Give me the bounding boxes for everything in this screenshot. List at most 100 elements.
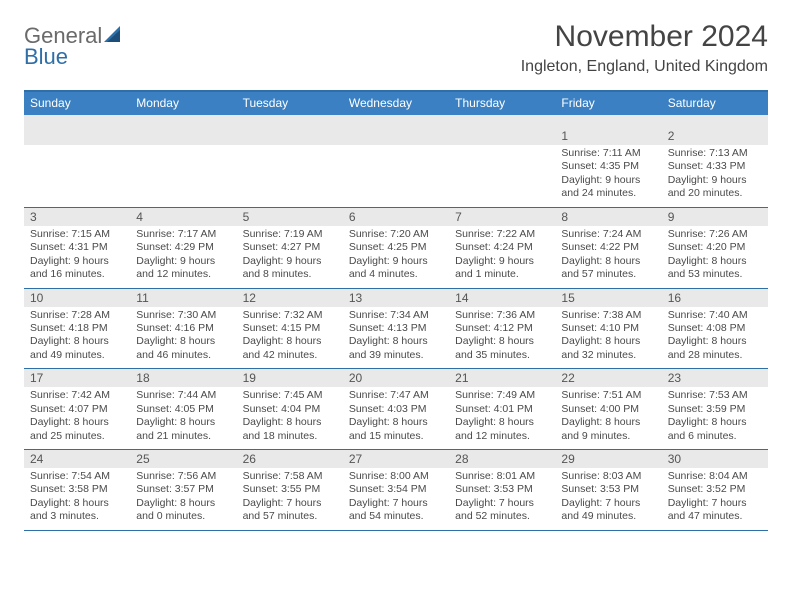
d2-line: and 16 minutes. [30,268,124,281]
sunrise-line: Sunrise: 7:56 AM [136,470,230,483]
sunset-line: Sunset: 4:16 PM [136,322,230,335]
sunrise-line: Sunrise: 7:47 AM [349,389,443,402]
d1-line: Daylight: 8 hours [668,335,762,348]
d2-line: and 57 minutes. [243,510,337,523]
day-number-row: 12 [24,127,768,145]
d1-line: Daylight: 8 hours [136,416,230,429]
d1-line: Daylight: 8 hours [136,497,230,510]
sunrise-line: Sunrise: 7:34 AM [349,309,443,322]
sunset-line: Sunset: 4:04 PM [243,403,337,416]
d2-line: and 54 minutes. [349,510,443,523]
sunset-line: Sunset: 3:54 PM [349,483,443,496]
day-number [343,127,449,145]
day-cell: Sunrise: 7:54 AMSunset: 3:58 PMDaylight:… [24,468,130,530]
day-cell [237,145,343,207]
d1-line: Daylight: 9 hours [349,255,443,268]
sunset-line: Sunset: 4:01 PM [455,403,549,416]
day-cell [24,145,130,207]
d1-line: Daylight: 7 hours [668,497,762,510]
sunset-line: Sunset: 3:57 PM [136,483,230,496]
d1-line: Daylight: 8 hours [561,335,655,348]
sunrise-line: Sunrise: 7:45 AM [243,389,337,402]
day-cell [130,145,236,207]
day-number-row: 3456789 [24,208,768,226]
day-cell: Sunrise: 7:34 AMSunset: 4:13 PMDaylight:… [343,307,449,369]
d1-line: Daylight: 8 hours [455,335,549,348]
sunrise-line: Sunrise: 7:51 AM [561,389,655,402]
sunrise-line: Sunrise: 7:20 AM [349,228,443,241]
sunrise-line: Sunrise: 7:38 AM [561,309,655,322]
day-cell: Sunrise: 7:42 AMSunset: 4:07 PMDaylight:… [24,387,130,449]
day-cell: Sunrise: 7:24 AMSunset: 4:22 PMDaylight:… [555,226,661,288]
d1-line: Daylight: 8 hours [668,255,762,268]
logo-word-2: Blue [24,44,68,69]
d2-line: and 52 minutes. [455,510,549,523]
sunset-line: Sunset: 4:35 PM [561,160,655,173]
day-number: 5 [237,208,343,226]
sunset-line: Sunset: 4:29 PM [136,241,230,254]
month-title: November 2024 [521,20,768,54]
d1-line: Daylight: 8 hours [561,255,655,268]
sunrise-line: Sunrise: 8:00 AM [349,470,443,483]
d1-line: Daylight: 7 hours [561,497,655,510]
weekday-header: Sunday Monday Tuesday Wednesday Thursday… [24,92,768,115]
day-number: 2 [662,127,768,145]
sunset-line: Sunset: 4:08 PM [668,322,762,335]
blank-strip [24,115,768,127]
d1-line: Daylight: 9 hours [455,255,549,268]
sunset-line: Sunset: 4:31 PM [30,241,124,254]
d2-line: and 49 minutes. [561,510,655,523]
d1-line: Daylight: 7 hours [243,497,337,510]
day-number: 1 [555,127,661,145]
day-number [130,127,236,145]
day-cell: Sunrise: 7:13 AMSunset: 4:33 PMDaylight:… [662,145,768,207]
sunrise-line: Sunrise: 7:42 AM [30,389,124,402]
d1-line: Daylight: 9 hours [668,174,762,187]
day-cell: Sunrise: 8:00 AMSunset: 3:54 PMDaylight:… [343,468,449,530]
day-number: 8 [555,208,661,226]
sunset-line: Sunset: 4:07 PM [30,403,124,416]
d2-line: and 53 minutes. [668,268,762,281]
brand-logo: General Blue [24,20,126,67]
sunset-line: Sunset: 4:20 PM [668,241,762,254]
d2-line: and 8 minutes. [243,268,337,281]
sunset-line: Sunset: 4:00 PM [561,403,655,416]
day-number: 11 [130,289,236,307]
day-number: 4 [130,208,236,226]
day-number: 18 [130,369,236,387]
day-number: 22 [555,369,661,387]
sunrise-line: Sunrise: 7:17 AM [136,228,230,241]
sunset-line: Sunset: 3:53 PM [561,483,655,496]
sunset-line: Sunset: 4:18 PM [30,322,124,335]
sunset-line: Sunset: 3:59 PM [668,403,762,416]
day-cell: Sunrise: 7:36 AMSunset: 4:12 PMDaylight:… [449,307,555,369]
weekday-label: Monday [130,92,236,115]
week-row: Sunrise: 7:42 AMSunset: 4:07 PMDaylight:… [24,387,768,450]
sunrise-line: Sunrise: 7:15 AM [30,228,124,241]
d1-line: Daylight: 8 hours [30,416,124,429]
sunset-line: Sunset: 3:53 PM [455,483,549,496]
d2-line: and 12 minutes. [136,268,230,281]
sunrise-line: Sunrise: 7:13 AM [668,147,762,160]
sunrise-line: Sunrise: 7:49 AM [455,389,549,402]
day-cell [449,145,555,207]
d2-line: and 12 minutes. [455,430,549,443]
sunrise-line: Sunrise: 7:53 AM [668,389,762,402]
d2-line: and 25 minutes. [30,430,124,443]
day-number: 24 [24,450,130,468]
sunrise-line: Sunrise: 7:40 AM [668,309,762,322]
day-cell: Sunrise: 7:15 AMSunset: 4:31 PMDaylight:… [24,226,130,288]
sunset-line: Sunset: 4:25 PM [349,241,443,254]
logo-text: General Blue [24,26,126,67]
sunrise-line: Sunrise: 7:24 AM [561,228,655,241]
day-cell: Sunrise: 7:38 AMSunset: 4:10 PMDaylight:… [555,307,661,369]
day-cell: Sunrise: 7:11 AMSunset: 4:35 PMDaylight:… [555,145,661,207]
day-number: 25 [130,450,236,468]
d1-line: Daylight: 8 hours [668,416,762,429]
day-number: 7 [449,208,555,226]
weekday-label: Tuesday [237,92,343,115]
day-number: 21 [449,369,555,387]
d1-line: Daylight: 8 hours [30,335,124,348]
week-row: Sunrise: 7:11 AMSunset: 4:35 PMDaylight:… [24,145,768,208]
day-cell: Sunrise: 7:53 AMSunset: 3:59 PMDaylight:… [662,387,768,449]
